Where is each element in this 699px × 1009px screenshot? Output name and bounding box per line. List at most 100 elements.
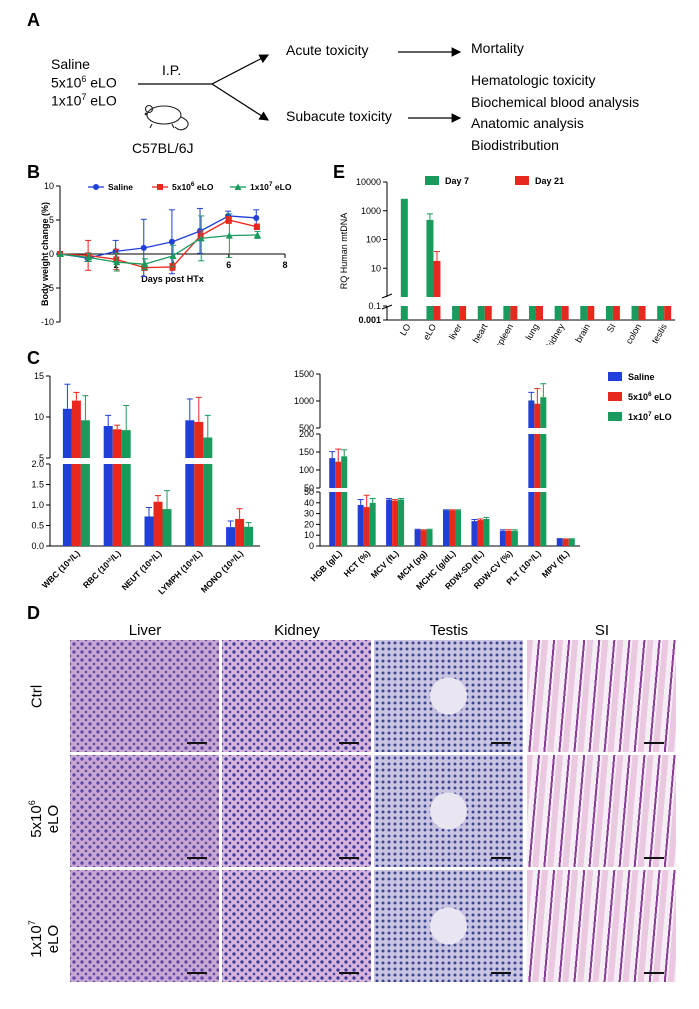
bar [580, 306, 588, 320]
data-point [169, 252, 177, 260]
bar [420, 530, 427, 546]
histology-tile [374, 870, 523, 982]
histology-tile [70, 640, 219, 752]
data-point [85, 253, 93, 261]
data-point [141, 260, 149, 268]
y-tick-label: 0.001 [358, 315, 381, 325]
bar [638, 306, 646, 320]
y-tick-label: 5 [49, 215, 54, 225]
bar [226, 527, 236, 546]
panel-a-label: A [27, 10, 40, 30]
bar [587, 306, 595, 320]
y-tick-label: -5 [46, 283, 54, 293]
bar [144, 516, 154, 546]
histology-tile [70, 870, 219, 982]
data-point [57, 250, 65, 257]
scale-bar [339, 972, 359, 974]
histology-tile [222, 870, 371, 982]
y-tick-label: 15 [34, 371, 44, 381]
bar-lower [433, 306, 441, 320]
legend-marker [234, 183, 242, 190]
bar-lower [121, 464, 131, 546]
bar [426, 529, 433, 546]
bar-mid [534, 434, 541, 488]
y-tick-label: 10000 [356, 177, 381, 187]
design-arrows [138, 47, 462, 131]
bar [449, 510, 455, 546]
col-title-testis: Testis [429, 622, 469, 639]
bar [556, 538, 563, 546]
y-tick-label: 1500 [294, 369, 314, 379]
y-tick-label: 20 [304, 519, 314, 529]
route-label: I.P. [162, 62, 182, 78]
series-line [59, 219, 258, 269]
legend-swatch [608, 392, 622, 401]
x-tick-label: HCT (%) [342, 548, 373, 579]
bar [194, 421, 204, 458]
panel-e-label: E [333, 162, 346, 182]
bar [62, 408, 72, 458]
data-point [168, 238, 175, 245]
scale-bar [339, 857, 359, 859]
scale-bar [187, 857, 207, 859]
y-tick-label: 1000 [361, 206, 381, 216]
bar [185, 420, 195, 458]
bar-lower [335, 492, 342, 546]
x-tick-label: NEUT (10⁹/L) [119, 548, 163, 592]
x-tick-label: colon [624, 322, 643, 345]
x-tick-label: HGB (g/L) [309, 548, 344, 583]
y-tick-label: 10 [371, 263, 381, 273]
y-axis-label: Body weight change (%) [40, 202, 50, 306]
bar [459, 306, 467, 320]
bar [329, 458, 336, 488]
y-tick-label: 100 [299, 465, 314, 475]
scale-bar [187, 742, 207, 744]
legend-marker [157, 184, 163, 190]
data-point [141, 264, 148, 271]
mortality-label: Mortality [471, 40, 524, 56]
y-tick-label: 10 [304, 530, 314, 540]
bar [568, 539, 575, 546]
bar-lower [528, 492, 535, 546]
legend-label: Day 21 [535, 176, 564, 186]
y-tick-label: -10 [41, 317, 54, 327]
legend-label: Saline [108, 182, 133, 192]
bar-lower [112, 464, 122, 546]
scale-bar [491, 972, 511, 974]
bar [357, 504, 364, 546]
panel-a: Saline 5x106 eLO 1x107 eLO I.P. C57BL/6J… [0, 0, 699, 160]
legend-marker [93, 184, 99, 190]
outcome-biodistribution: Biodistribution [471, 137, 559, 153]
bar [471, 521, 478, 546]
mouse-strain-label: C57BL/6J [132, 140, 194, 156]
bar [510, 306, 518, 320]
bar-lower [400, 306, 408, 320]
bar [528, 400, 535, 428]
axis-break [381, 293, 393, 299]
x-tick-label: RBC (10¹²/L) [81, 548, 123, 590]
outcome-biochemical: Biochemical blood analysis [471, 94, 640, 110]
bar-mid [528, 434, 535, 488]
row-label-5e6: 5x106 eLO [27, 800, 62, 838]
histology-tile [222, 640, 371, 752]
x-tick-label: lung [524, 322, 541, 342]
y-tick-label: 1.5 [31, 480, 44, 490]
bar [335, 461, 342, 488]
legend-label: 5x106 eLO [172, 181, 214, 192]
data-point [113, 256, 120, 263]
histology-tile [527, 640, 676, 752]
col-title-si: SI [594, 622, 610, 639]
data-point [113, 258, 121, 266]
legend-label: 1x107 eLO [250, 181, 292, 192]
data-point [253, 214, 260, 221]
bar [536, 306, 543, 320]
data-point [197, 234, 205, 242]
outcome-anatomic: Anatomic analysis [471, 115, 584, 131]
legend-swatch [425, 176, 439, 185]
acute-toxicity-label: Acute toxicity [286, 42, 369, 58]
y-tick-label: 1.0 [31, 500, 44, 510]
scale-bar [644, 742, 664, 744]
bar [398, 499, 405, 546]
y-axis-label: RQ Human mtDNA [339, 213, 349, 290]
